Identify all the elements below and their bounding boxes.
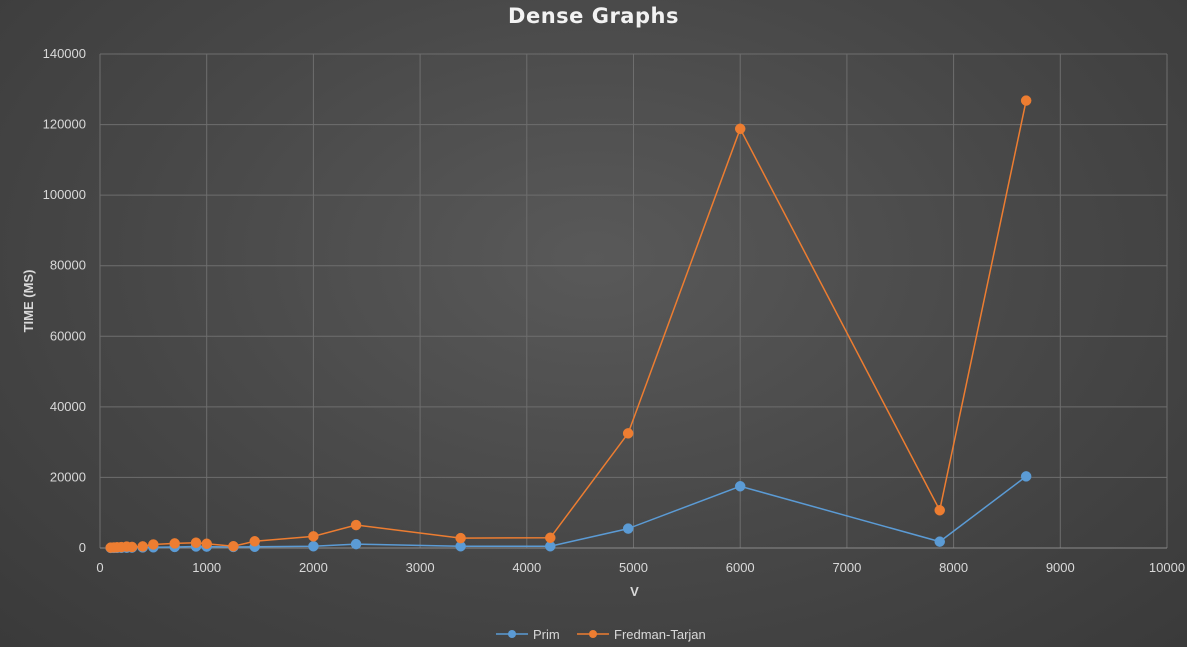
- data-point-fredman-tarjan: [169, 538, 180, 549]
- y-axis-label: TIME (MS): [21, 270, 36, 333]
- y-tick-label: 60000: [50, 328, 86, 343]
- data-point-fredman-tarjan: [201, 538, 212, 550]
- y-tick-label: 140000: [43, 46, 86, 61]
- legend-item-fredman-tarjan: Fredman-Tarjan: [577, 627, 706, 642]
- data-point-fredman-tarjan: [350, 519, 362, 531]
- data-point-fredman-tarjan: [190, 537, 202, 548]
- data-point-prim: [350, 538, 362, 550]
- data-point-fredman-tarjan: [137, 541, 148, 552]
- data-point-fredman-tarjan: [622, 428, 634, 439]
- legend-label: Prim: [533, 627, 560, 642]
- data-point-prim: [622, 523, 634, 534]
- tick-labels: 0 20000 40000 60000 80000 100000 120000 140000 0…: [43, 46, 1185, 575]
- x-axis-label: V: [630, 584, 639, 599]
- chart-title: Dense Graphs: [508, 4, 679, 28]
- legend-marker: [589, 630, 597, 638]
- x-tick-label: 7000: [832, 560, 861, 575]
- data-point-fredman-tarjan: [1020, 95, 1032, 106]
- x-tick-label: 6000: [726, 560, 755, 575]
- gridlines: [99, 53, 1168, 549]
- data-point-fredman-tarjan: [126, 541, 138, 553]
- data-point-prim: [1020, 471, 1032, 482]
- legend-item-prim: Prim: [496, 627, 560, 642]
- data-point-fredman-tarjan: [734, 123, 746, 135]
- y-tick-label: 80000: [50, 258, 86, 273]
- data-point-fredman-tarjan: [545, 532, 556, 544]
- y-tick-label: 0: [79, 540, 86, 555]
- series-line-fredman-tarjan: [110, 100, 1027, 549]
- data-point-prim: [934, 536, 945, 547]
- x-tick-label: 2000: [299, 560, 328, 575]
- data-point-prim: [734, 481, 746, 492]
- legend-marker: [508, 630, 516, 638]
- y-tick-label: 20000: [50, 469, 86, 484]
- data-point-fredman-tarjan: [934, 504, 945, 516]
- data-point-fredman-tarjan: [148, 539, 159, 550]
- x-tick-label: 4000: [512, 560, 541, 575]
- x-tick-label: 0: [96, 560, 103, 575]
- data-point-prim: [308, 540, 319, 552]
- y-tick-label: 100000: [43, 187, 86, 202]
- y-tick-label: 40000: [50, 399, 86, 414]
- legend: Prim Fredman-Tarjan: [496, 627, 706, 642]
- data-point-fredman-tarjan: [249, 536, 260, 547]
- series-prim: [105, 471, 1032, 554]
- data-point-fredman-tarjan: [228, 540, 239, 552]
- x-tick-label: 10000: [1149, 560, 1185, 575]
- legend-label: Fredman-Tarjan: [614, 627, 706, 642]
- x-tick-label: 9000: [1046, 560, 1075, 575]
- series-fredman-tarjan: [105, 95, 1032, 553]
- data-point-fredman-tarjan: [455, 532, 466, 544]
- series-line-prim: [110, 475, 1027, 549]
- x-tick-label: 1000: [192, 560, 221, 575]
- x-tick-label: 8000: [939, 560, 968, 575]
- x-tick-label: 3000: [406, 560, 435, 575]
- data-point-fredman-tarjan: [308, 531, 319, 542]
- x-tick-label: 5000: [619, 560, 648, 575]
- y-tick-label: 120000: [43, 117, 86, 132]
